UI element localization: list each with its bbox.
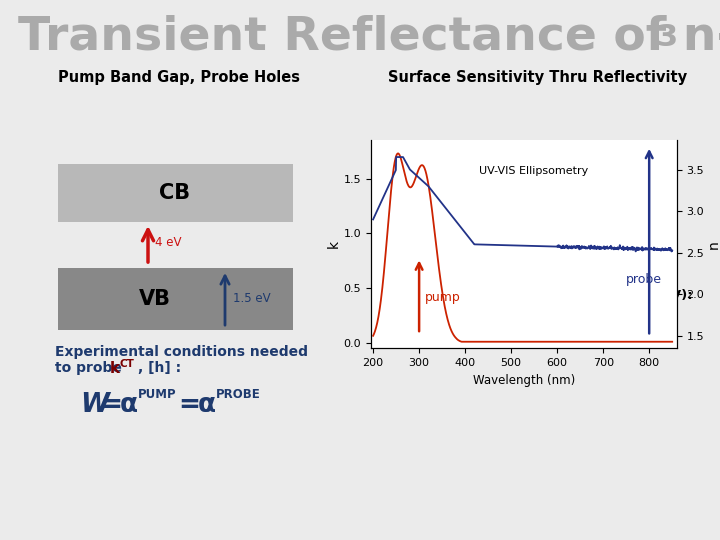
Text: α: α [198,392,216,418]
Bar [58,164,293,222]
Y-axis label: k: k [327,240,341,248]
Text: , [h] :: , [h] : [138,361,181,375]
Text: to probe: to probe [55,361,127,375]
Text: α = λ/4πk ~ 24 nm: α = λ/4πk ~ 24 nm [388,264,549,277]
Text: W ~ 25 nm: W ~ 25 nm [388,223,510,236]
Y-axis label: n: n [707,240,720,249]
Text: Pump Band Gap, Probe Holes: Pump Band Gap, Probe Holes [58,70,300,85]
Text: =: = [100,392,122,418]
Text: Surface Sensitivity Thru Reflectivity: Surface Sensitivity Thru Reflectivity [388,70,687,85]
Text: k: k [110,361,120,376]
Text: Transient Reflectance of n-SrTiO: Transient Reflectance of n-SrTiO [18,15,720,60]
Text: pump: pump [425,291,460,304]
Text: 1.5 eV: 1.5 eV [233,293,271,306]
Text: W: W [80,392,109,418]
Text: CT: CT [120,359,135,369]
Text: =: = [178,392,200,418]
Text: Experimental conditions needed: Experimental conditions needed [55,345,308,359]
Text: Pump Band Gap (300 nm, 4 eV):: Pump Band Gap (300 nm, 4 eV): [388,248,628,261]
Text: CB: CB [159,183,191,203]
Text: α: α [120,392,138,418]
Text: VB: VB [139,289,171,309]
Text: PUMP: PUMP [138,388,176,401]
Text: 4 eV: 4 eV [155,237,181,249]
Text: UV-VIS Ellipsometry: UV-VIS Ellipsometry [479,166,588,176]
Text: αREFL = λ/4πn ~ 27 nm: αREFL = λ/4πn ~ 27 nm [388,305,586,318]
Text: PROBE: PROBE [216,388,261,401]
X-axis label: Wavelength (nm): Wavelength (nm) [472,374,575,387]
Bar [58,268,293,330]
Text: Probe Hole Absorption (800 nm, 1.5 eV):: Probe Hole Absorption (800 nm, 1.5 eV): [388,289,693,302]
Text: 3: 3 [657,23,678,52]
Text: Width of Electric Field at High Q.E.:: Width of Electric Field at High Q.E.: [388,207,654,220]
Text: probe: probe [626,273,662,286]
